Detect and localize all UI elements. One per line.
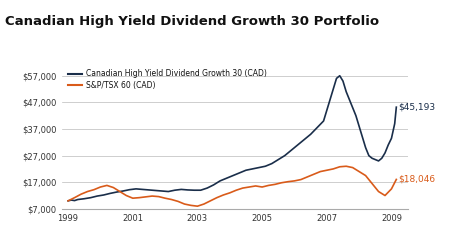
Text: $18,046: $18,046 <box>398 175 435 184</box>
Legend: Canadian High Yield Dividend Growth 30 (CAD), S&P/TSX 60 (CAD): Canadian High Yield Dividend Growth 30 (… <box>65 66 270 93</box>
Text: $45,193: $45,193 <box>398 103 435 112</box>
Text: Total Return on $10,000 Investment: Total Return on $10,000 Investment <box>9 45 191 54</box>
Text: Canadian High Yield Dividend Growth 30 Portfolio: Canadian High Yield Dividend Growth 30 P… <box>5 15 379 28</box>
